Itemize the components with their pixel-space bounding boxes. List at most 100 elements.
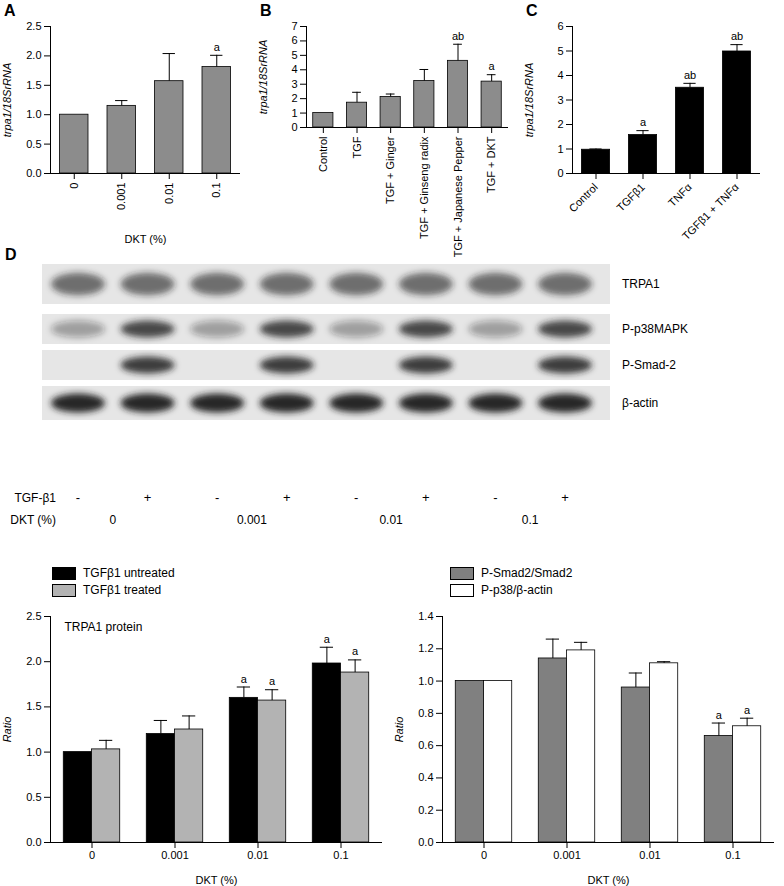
- svg-text:Control: Control: [566, 181, 600, 215]
- svg-text:1.0: 1.0: [26, 746, 41, 758]
- svg-text:0.1: 0.1: [210, 183, 222, 198]
- svg-text:1.2: 1.2: [418, 642, 433, 654]
- svg-text:1: 1: [557, 143, 563, 155]
- svg-text:Ratio: Ratio: [393, 717, 405, 743]
- svg-text:5: 5: [557, 45, 563, 57]
- svg-text:a: a: [241, 673, 248, 685]
- svg-text:-: -: [215, 490, 219, 505]
- svg-text:-: -: [76, 490, 80, 505]
- svg-text:+: +: [283, 490, 291, 505]
- svg-text:0: 0: [481, 849, 487, 861]
- svg-text:Ratio: Ratio: [1, 717, 13, 743]
- svg-text:0.8: 0.8: [418, 707, 433, 719]
- svg-text:7: 7: [291, 20, 297, 32]
- svg-text:1.0: 1.0: [418, 675, 433, 687]
- svg-text:6: 6: [557, 20, 563, 32]
- svg-text:2.0: 2.0: [26, 655, 41, 667]
- svg-text:Control: Control: [317, 137, 329, 172]
- html-text:TGFβ1 treated: TGFβ1 treated: [83, 583, 162, 597]
- svg-text:D: D: [5, 246, 17, 263]
- svg-text:0: 0: [291, 121, 297, 133]
- svg-text:DKT (%): DKT (%): [196, 874, 238, 886]
- svg-text:0.001: 0.001: [115, 183, 127, 211]
- svg-text:0.01: 0.01: [379, 513, 403, 527]
- svg-text:0: 0: [68, 183, 80, 189]
- svg-text:trpa1/18SrRNA: trpa1/18SrRNA: [523, 63, 535, 138]
- svg-text:0.1: 0.1: [522, 513, 539, 527]
- svg-text:1.4: 1.4: [418, 610, 433, 622]
- svg-text:ab: ab: [684, 69, 696, 81]
- svg-text:0.5: 0.5: [26, 791, 41, 803]
- svg-text:0.001: 0.001: [161, 849, 189, 861]
- svg-text:0: 0: [89, 849, 95, 861]
- svg-text:a: a: [269, 675, 276, 687]
- svg-text:0.1: 0.1: [725, 849, 740, 861]
- svg-text:5: 5: [291, 49, 297, 61]
- svg-text:3: 3: [291, 78, 297, 90]
- svg-text:TGF + Ginger: TGF + Ginger: [384, 136, 396, 204]
- svg-text:0.001: 0.001: [553, 849, 581, 861]
- svg-text:a: a: [640, 116, 647, 128]
- svg-text:TNFα: TNFα: [666, 180, 695, 209]
- svg-text:TRPA1 protein: TRPA1 protein: [65, 620, 143, 634]
- svg-text:1.5: 1.5: [26, 79, 41, 91]
- html-text:TGFβ1 untreated: TGFβ1 untreated: [83, 566, 175, 580]
- svg-text:P-p38MAPK: P-p38MAPK: [622, 322, 688, 336]
- svg-text:a: a: [214, 41, 221, 53]
- svg-text:0.5: 0.5: [26, 138, 41, 150]
- svg-text:0.0: 0.0: [26, 167, 41, 179]
- svg-text:DKT (%): DKT (%): [10, 513, 56, 527]
- svg-text:a: a: [716, 709, 723, 721]
- svg-text:0.1: 0.1: [333, 849, 348, 861]
- svg-text:-: -: [493, 490, 497, 505]
- svg-text:1.5: 1.5: [26, 700, 41, 712]
- svg-text:-: -: [354, 490, 358, 505]
- svg-text:+: +: [144, 490, 152, 505]
- svg-text:4: 4: [291, 63, 297, 75]
- svg-text:0.2: 0.2: [418, 804, 433, 816]
- svg-text:0.4: 0.4: [418, 771, 433, 783]
- svg-text:TGF + DKT: TGF + DKT: [485, 136, 497, 193]
- svg-text:1: 1: [291, 107, 297, 119]
- svg-text:1.0: 1.0: [26, 108, 41, 120]
- svg-text:P-Smad-2: P-Smad-2: [622, 358, 676, 372]
- svg-text:4: 4: [557, 69, 563, 81]
- svg-text:DKT (%): DKT (%): [125, 233, 167, 245]
- svg-text:TGFβ1 + TNFα: TGFβ1 + TNFα: [680, 180, 742, 242]
- svg-text:TGF: TGF: [351, 136, 363, 158]
- svg-text:2: 2: [291, 92, 297, 104]
- svg-text:2.5: 2.5: [26, 20, 41, 32]
- svg-text:3: 3: [557, 94, 563, 106]
- svg-text:TRPA1: TRPA1: [622, 277, 660, 291]
- svg-text:a: a: [489, 60, 496, 72]
- svg-text:a: a: [352, 645, 359, 657]
- svg-text:TGF-β1: TGF-β1: [14, 491, 56, 505]
- svg-text:0.001: 0.001: [237, 513, 267, 527]
- svg-text:0.01: 0.01: [639, 849, 660, 861]
- svg-text:2: 2: [557, 118, 563, 130]
- svg-text:0: 0: [109, 513, 116, 527]
- svg-text:TGFβ1: TGFβ1: [614, 181, 647, 214]
- svg-text:DKT (%): DKT (%): [588, 874, 630, 886]
- html-text:P-Smad2/Smad2: P-Smad2/Smad2: [481, 566, 573, 580]
- svg-text:a: a: [324, 633, 331, 645]
- svg-text:2.5: 2.5: [26, 610, 41, 622]
- svg-text:β-actin: β-actin: [622, 396, 658, 410]
- svg-text:a: a: [744, 704, 751, 716]
- svg-text:0.0: 0.0: [418, 836, 433, 848]
- svg-text:TGF + Japanese Pepper: TGF + Japanese Pepper: [452, 136, 464, 257]
- svg-text:ab: ab: [452, 30, 464, 42]
- svg-text:+: +: [561, 490, 569, 505]
- svg-text:6: 6: [291, 34, 297, 46]
- svg-text:2.0: 2.0: [26, 49, 41, 61]
- svg-text:trpa1/18SrRNA: trpa1/18SrRNA: [257, 40, 269, 115]
- svg-text:0.0: 0.0: [26, 836, 41, 848]
- svg-text:+: +: [422, 490, 430, 505]
- svg-text:0.01: 0.01: [163, 183, 175, 204]
- svg-text:TGF + Ginseng radix: TGF + Ginseng radix: [418, 136, 430, 239]
- svg-text:trpa1/18SrRNA: trpa1/18SrRNA: [1, 63, 13, 138]
- svg-text:0.01: 0.01: [247, 849, 268, 861]
- svg-text:0: 0: [557, 167, 563, 179]
- svg-text:ab: ab: [731, 30, 743, 42]
- svg-text:0.6: 0.6: [418, 739, 433, 751]
